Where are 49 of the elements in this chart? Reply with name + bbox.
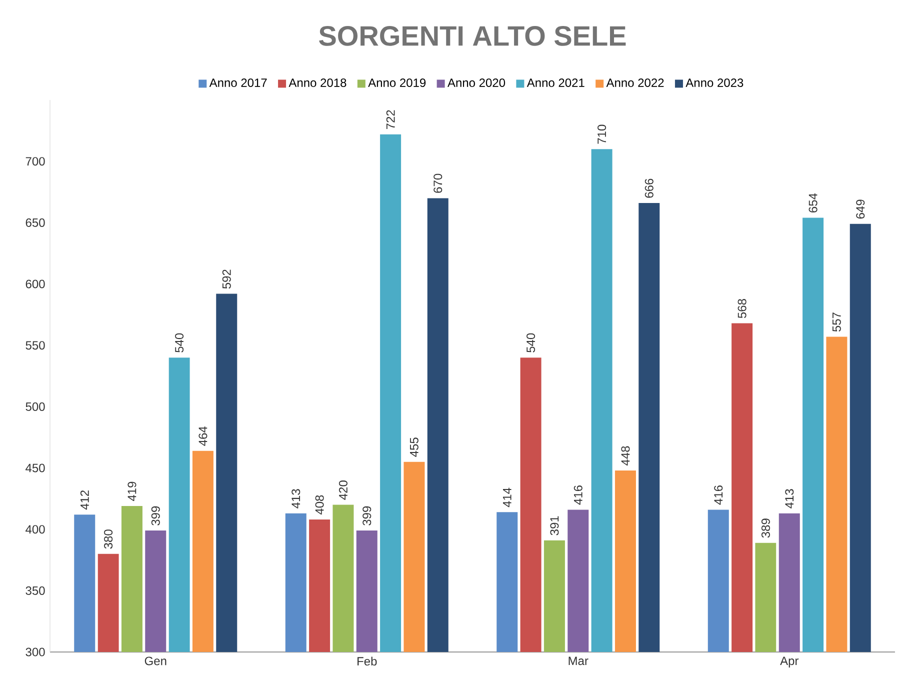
y-tick-label: 550 — [26, 341, 45, 350]
x-tick-label: Feb — [358, 656, 377, 666]
data-label: 592 — [222, 270, 231, 289]
data-label: 448 — [621, 446, 630, 466]
legend-label: Anno 2019 — [368, 78, 426, 87]
data-label: 722 — [386, 110, 395, 130]
data-label: 464 — [198, 426, 208, 446]
data-label: 540 — [175, 333, 184, 352]
data-label: 389 — [761, 518, 770, 538]
data-label: 666 — [644, 178, 654, 198]
legend-label: Anno 2023 — [686, 78, 744, 87]
chart-title: SORGENTI ALTO SELE — [319, 26, 626, 46]
y-tick-label: 500 — [26, 402, 45, 411]
data-label: 568 — [738, 299, 746, 318]
legend-label: Anno 2021 — [526, 78, 584, 87]
legend-label: Anno 2022 — [606, 78, 664, 87]
legend-label: Anno 2017 — [209, 78, 267, 87]
data-label: 399 — [362, 506, 372, 526]
y-tick-label: 650 — [26, 218, 45, 227]
data-label: 413 — [785, 489, 794, 508]
y-tick-label: 600 — [26, 280, 45, 288]
data-label: 710 — [598, 124, 606, 144]
data-label: 540 — [526, 333, 536, 352]
data-label: 670 — [434, 174, 442, 193]
data-label: 557 — [832, 312, 841, 332]
data-label: 412 — [80, 490, 89, 510]
legend-label: Anno 2018 — [288, 78, 346, 87]
data-label: 455 — [410, 438, 418, 457]
x-tick-label: Gen — [144, 656, 166, 666]
data-label: 419 — [128, 482, 136, 502]
data-label: 414 — [503, 488, 512, 508]
data-label: 420 — [338, 480, 348, 500]
data-label: 649 — [856, 200, 865, 219]
data-label: 413 — [292, 489, 300, 508]
x-tick-label: Mar — [568, 656, 588, 666]
x-tick-label: Apr — [780, 656, 799, 668]
data-label: 380 — [104, 530, 113, 549]
y-tick-label: 350 — [26, 586, 45, 595]
y-tick-label: 300 — [26, 648, 45, 656]
data-label: 408 — [315, 495, 324, 515]
data-label: 416 — [714, 486, 723, 505]
data-label: 416 — [574, 486, 582, 505]
y-tick-label: 700 — [26, 157, 45, 166]
data-label: 391 — [550, 516, 559, 536]
data-label: 399 — [151, 506, 160, 526]
data-label: 654 — [808, 193, 818, 212]
legend-label: Anno 2020 — [447, 78, 506, 87]
y-tick-label: 450 — [26, 464, 45, 472]
y-tick-label: 400 — [26, 525, 45, 534]
